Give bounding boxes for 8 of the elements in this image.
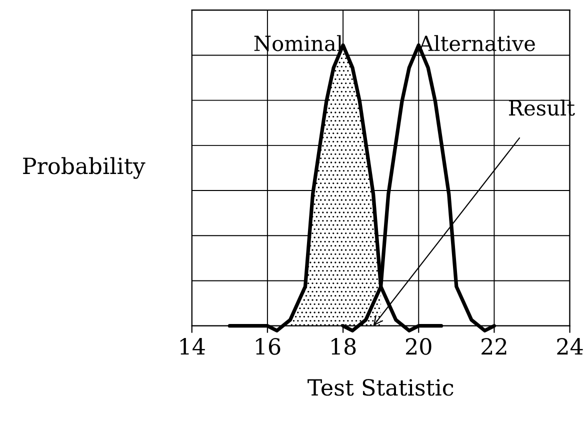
x-tick-label: 20: [406, 338, 432, 355]
x-tick-label: 16: [256, 338, 280, 355]
x-tick-label: 24: [557, 338, 583, 355]
y-axis-title: Probability: [23, 157, 146, 179]
x-tick-label: 18: [332, 338, 356, 355]
x-tick-label: 14: [180, 338, 205, 355]
x-tick-label: 22: [482, 338, 506, 355]
x-axis-title: Test Statistic: [308, 379, 454, 396]
